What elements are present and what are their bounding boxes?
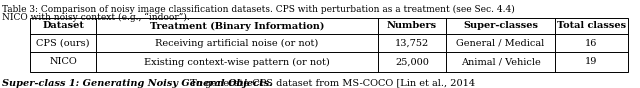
Text: 25,000: 25,000: [395, 57, 429, 67]
Text: Total classes: Total classes: [557, 21, 626, 31]
Text: NICO: NICO: [49, 57, 77, 67]
Text: Numbers: Numbers: [387, 21, 437, 31]
Text: Treatment (Binary Information): Treatment (Binary Information): [150, 21, 324, 31]
Text: Super-classes: Super-classes: [463, 21, 538, 31]
Text: Receiving artificial noise (or not): Receiving artificial noise (or not): [156, 38, 319, 48]
Text: To generate CPS dataset from MS-COCO [Lin et al., 2014: To generate CPS dataset from MS-COCO [Li…: [187, 79, 475, 88]
Text: General / Medical: General / Medical: [456, 39, 545, 48]
Text: NICO with noisy context (e.g., “indoor”).: NICO with noisy context (e.g., “indoor”)…: [2, 13, 189, 22]
Text: Super-class 1: Generating Noisy General Objects.: Super-class 1: Generating Noisy General …: [2, 79, 273, 88]
Text: 19: 19: [586, 57, 598, 67]
Text: Existing context-wise pattern (or not): Existing context-wise pattern (or not): [144, 57, 330, 67]
Text: 13,752: 13,752: [395, 39, 429, 48]
Text: Dataset: Dataset: [42, 21, 84, 31]
Text: Animal / Vehicle: Animal / Vehicle: [461, 57, 540, 67]
Text: CPS (ours): CPS (ours): [36, 39, 90, 48]
Text: 16: 16: [586, 39, 598, 48]
Bar: [30, 18, 628, 72]
Text: Table 3: Comparison of noisy image classification datasets. CPS with perturbatio: Table 3: Comparison of noisy image class…: [2, 5, 515, 14]
